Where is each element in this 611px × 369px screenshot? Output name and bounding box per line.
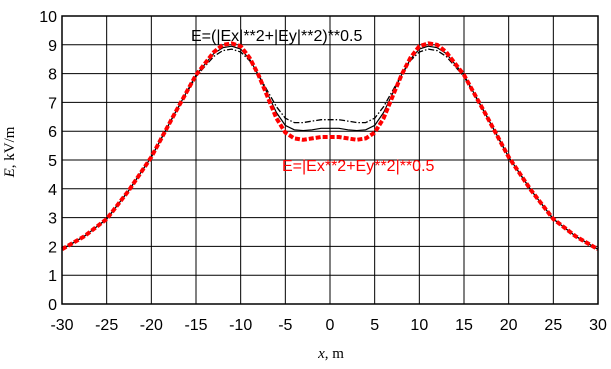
y-tick-label: 7 bbox=[48, 95, 57, 112]
x-tick-label: 25 bbox=[544, 317, 562, 334]
x-axis-label: x, m bbox=[317, 346, 344, 362]
y-tick-label: 1 bbox=[48, 268, 57, 285]
x-tick-label: 5 bbox=[370, 317, 379, 334]
x-tick-label: 10 bbox=[410, 317, 428, 334]
annotation-black: E=(|Ex|**2+|Ey|**2)**0.5 bbox=[191, 28, 362, 45]
x-tick-label: -10 bbox=[229, 317, 252, 334]
x-tick-label: 20 bbox=[500, 317, 518, 334]
annotation-red: E=|Ex**2+Ey**2|**0.5 bbox=[282, 158, 435, 175]
x-tick-label: -15 bbox=[184, 317, 207, 334]
x-tick-label: -5 bbox=[278, 317, 292, 334]
y-tick-label: 3 bbox=[48, 211, 57, 228]
y-tick-label: 10 bbox=[39, 9, 57, 26]
x-tick-label: -20 bbox=[140, 317, 163, 334]
x-tick-label: 30 bbox=[589, 317, 607, 334]
series-line-0 bbox=[60, 41, 600, 252]
series-line-2 bbox=[61, 48, 599, 250]
y-tick-label: 2 bbox=[48, 239, 57, 256]
y-tick-label: 4 bbox=[48, 182, 57, 199]
y-tick-label: 0 bbox=[48, 297, 57, 314]
y-tick-label: 6 bbox=[48, 124, 57, 141]
y-tick-label: 8 bbox=[48, 67, 57, 84]
x-tick-label: -25 bbox=[95, 317, 118, 334]
y-tick-label: 9 bbox=[48, 38, 57, 55]
series-layer bbox=[60, 41, 600, 252]
x-tick-label: 0 bbox=[326, 317, 335, 334]
x-tick-labels: -30 -25 -20 -15 -10 -5 0 5 10 15 20 25 30 bbox=[50, 317, 607, 334]
y-tick-labels: 0 1 2 3 4 5 6 7 8 9 10 bbox=[39, 9, 57, 314]
plot-frame bbox=[61, 15, 599, 305]
y-tick-label: 5 bbox=[48, 153, 57, 170]
x-tick-label: 15 bbox=[455, 317, 473, 334]
y-axis-label: E, kV/m bbox=[2, 126, 18, 178]
x-tick-label: -30 bbox=[50, 317, 73, 334]
